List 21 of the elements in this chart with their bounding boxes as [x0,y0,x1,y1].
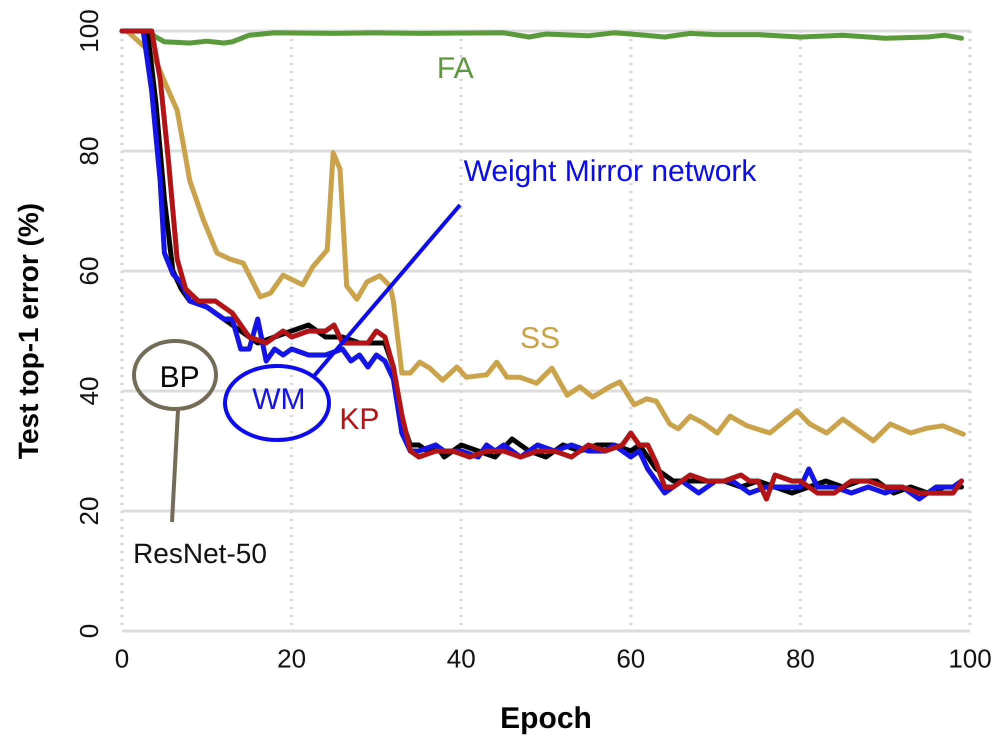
y-tick-label: 20 [74,496,104,526]
series-label: BP [160,360,200,394]
x-tick-label: 0 [114,643,130,674]
y-tick-label: 80 [74,136,104,166]
x-axis-title: Epoch [500,702,592,735]
x-tick-label: 80 [786,643,815,674]
y-tick-label: 100 [74,9,104,53]
annotation: ResNet-50 [133,538,267,569]
x-tick-label: 100 [948,643,992,674]
x-tick-label: 60 [616,643,646,674]
x-tick-label: 40 [446,643,476,674]
y-tick-label: 0 [74,624,104,638]
series-label: SS [520,322,560,355]
y-tick-label: 40 [74,376,104,406]
x-tick-label: 20 [277,643,306,674]
y-axis-title: Test top-1 error (%) [13,202,44,460]
y-tick-label: 60 [74,256,104,286]
series-label: FA [436,52,474,85]
annotation: Weight Mirror network [464,155,758,188]
series-label: WM [252,383,306,416]
series-label: KP [339,402,380,436]
